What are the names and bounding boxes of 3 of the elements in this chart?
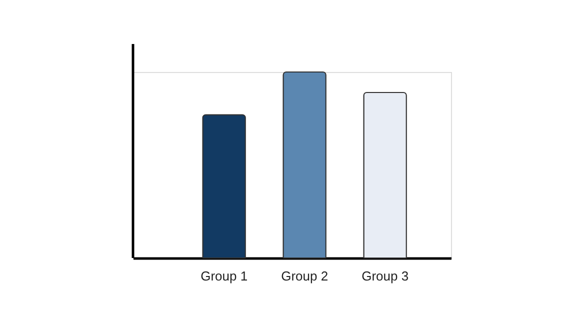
x-tick-label: Group 3: [362, 268, 409, 284]
x-tick-label: Group 1: [200, 268, 248, 284]
x-tick-label: Group 2: [281, 268, 328, 284]
